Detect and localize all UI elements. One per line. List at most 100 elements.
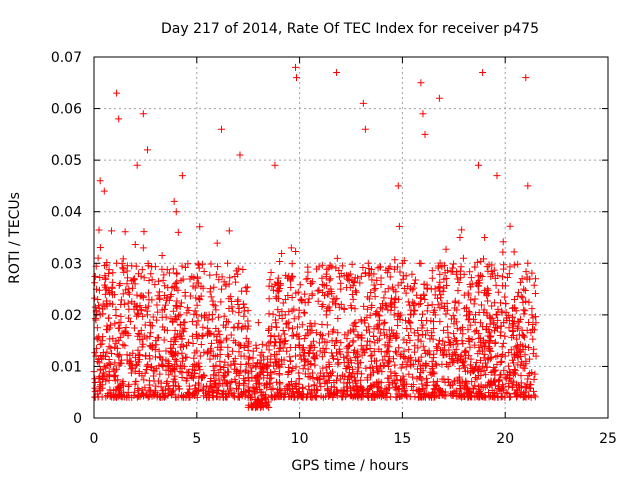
data-point [449, 260, 457, 268]
data-point [117, 359, 125, 367]
data-point [394, 322, 402, 330]
data-point [349, 295, 357, 303]
data-point [217, 285, 225, 293]
plot-frame [93, 56, 609, 419]
data-point [281, 296, 289, 304]
data-point [171, 326, 179, 334]
data-point [407, 354, 415, 362]
data-point [156, 370, 164, 378]
data-point [505, 270, 513, 278]
data-point [358, 370, 366, 378]
data-point [208, 315, 216, 323]
data-point [276, 392, 284, 400]
data-point [308, 341, 316, 349]
data-point [258, 340, 266, 348]
data-point [240, 381, 248, 389]
data-point [292, 385, 300, 393]
data-point [377, 280, 385, 288]
data-point [180, 328, 188, 336]
data-point [171, 336, 179, 344]
data-point [498, 343, 506, 351]
data-point [197, 292, 205, 300]
data-point [177, 299, 185, 307]
data-point [340, 387, 348, 395]
data-point [484, 267, 492, 275]
data-point [265, 295, 273, 303]
data-point [129, 276, 137, 284]
data-point [127, 357, 135, 365]
data-point [200, 392, 208, 400]
data-point [217, 298, 225, 306]
data-point [130, 392, 138, 400]
data-point [295, 369, 303, 377]
data-point [188, 373, 196, 381]
data-point [386, 263, 394, 271]
data-point [459, 330, 467, 338]
data-point [310, 354, 318, 362]
data-point [387, 306, 395, 314]
data-point [423, 327, 431, 335]
data-point [378, 390, 386, 398]
data-point [315, 339, 323, 347]
data-point [319, 364, 327, 372]
data-point [193, 274, 201, 282]
data-point [528, 269, 536, 277]
data-point [519, 364, 527, 372]
data-point [370, 270, 378, 278]
data-point [193, 347, 201, 355]
data-point [126, 318, 134, 326]
data-point [359, 263, 367, 271]
data-point [183, 342, 191, 350]
data-point [133, 312, 141, 320]
data-point [292, 380, 300, 388]
data-point [93, 334, 101, 342]
data-point [435, 340, 443, 348]
data-point [411, 342, 419, 350]
data-point [420, 386, 428, 394]
data-point [139, 110, 147, 118]
data-point [475, 364, 483, 372]
data-point [323, 282, 331, 290]
data-point [428, 274, 436, 282]
data-point [322, 273, 330, 281]
data-point [333, 349, 341, 357]
data-point [161, 282, 169, 290]
data-point [189, 340, 197, 348]
data-point [194, 379, 202, 387]
data-point [151, 346, 159, 354]
data-point [409, 298, 417, 306]
data-point [99, 300, 107, 308]
data-point [456, 267, 464, 275]
data-point [252, 404, 260, 412]
data-point [391, 256, 399, 264]
data-point [343, 383, 351, 391]
data-point [322, 377, 330, 385]
data-point [418, 392, 426, 400]
data-point [295, 389, 303, 397]
data-point [359, 392, 367, 400]
data-point [472, 326, 480, 334]
data-point [109, 300, 117, 308]
data-point [146, 381, 154, 389]
data-point [438, 360, 446, 368]
data-point [431, 311, 439, 319]
data-point [340, 353, 348, 361]
data-point [510, 359, 518, 367]
data-point [370, 347, 378, 355]
data-point [428, 364, 436, 372]
data-point [316, 347, 324, 355]
data-point [351, 305, 359, 313]
data-point [197, 282, 205, 290]
data-point [348, 260, 356, 268]
data-point [232, 267, 240, 275]
data-point [517, 390, 525, 398]
data-point [290, 305, 298, 313]
data-point [258, 348, 266, 356]
data-point [467, 274, 475, 282]
data-point [151, 281, 159, 289]
data-point [329, 295, 337, 303]
data-point [98, 337, 106, 345]
data-point [308, 369, 316, 377]
data-point [271, 359, 279, 367]
data-point [193, 334, 201, 342]
